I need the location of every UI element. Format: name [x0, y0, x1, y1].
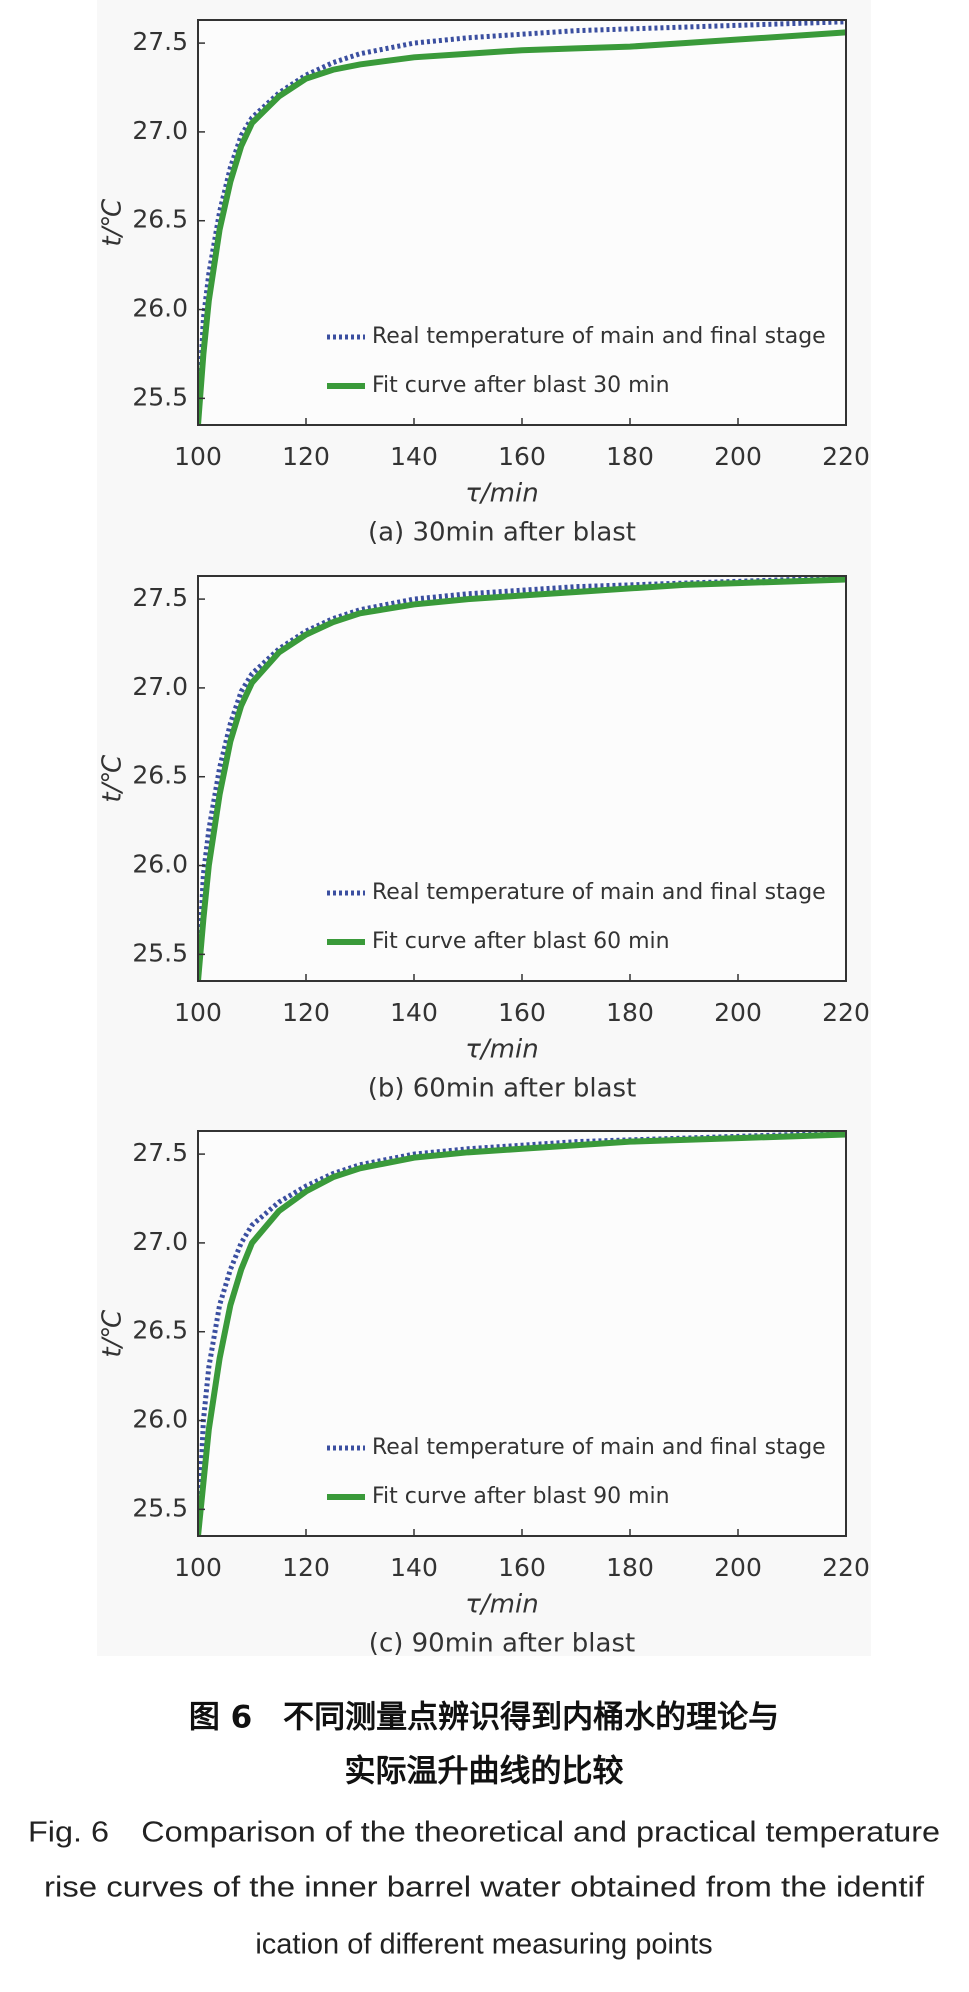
x-tick-label: 140: [390, 1553, 438, 1582]
x-tick-label: 180: [606, 1553, 654, 1582]
x-tick-label: 120: [282, 1553, 330, 1582]
plot-area: [198, 20, 846, 425]
y-tick-label: 26.0: [132, 850, 188, 879]
chart: Real temperature of main and final stage…: [98, 19, 870, 548]
y-tick-label: 25.5: [132, 938, 188, 967]
x-tick-label: 180: [606, 998, 654, 1027]
x-tick-label: 140: [390, 998, 438, 1027]
legend-label: Real temperature of main and final stage: [372, 324, 826, 349]
y-tick-label: 26.0: [132, 1405, 188, 1434]
y-tick-label: 27.0: [132, 116, 188, 145]
y-tick-label: 27.5: [132, 583, 188, 612]
x-tick-label: 100: [174, 442, 222, 471]
legend-label: Fit curve after blast 60 min: [372, 929, 670, 954]
y-tick-label: 26.5: [132, 1316, 188, 1345]
y-tick-label: 26.5: [132, 761, 188, 790]
x-axis-label: τ/min: [465, 1590, 538, 1620]
chart-caption: (b) 60min after blast: [368, 1074, 637, 1104]
x-tick-label: 200: [714, 998, 762, 1027]
x-axis-label: τ/min: [465, 1035, 538, 1065]
plot-area: [198, 576, 846, 981]
series-line: [198, 1131, 846, 1536]
x-tick-label: 180: [606, 442, 654, 471]
y-axis-label: t/℃: [98, 754, 128, 802]
caption-en: ication of different measuring points: [255, 1929, 712, 1961]
x-tick-label: 220: [822, 442, 870, 471]
x-tick-label: 120: [282, 442, 330, 471]
caption-en: Fig. 6 Comparison of the theoretical and…: [28, 1817, 940, 1849]
y-tick-label: 25.5: [132, 1493, 188, 1522]
chart: Real temperature of main and final stage…: [98, 575, 870, 1104]
x-tick-label: 160: [498, 442, 546, 471]
x-tick-label: 120: [282, 998, 330, 1027]
caption-en: rise curves of the inner barrel water ob…: [44, 1872, 925, 1904]
legend-label: Fit curve after blast 90 min: [372, 1484, 670, 1509]
caption-zh: 实际温升曲线的比较: [345, 1754, 624, 1790]
chart-caption: (a) 30min after blast: [368, 518, 636, 548]
y-tick-label: 25.5: [132, 382, 188, 411]
x-tick-label: 200: [714, 1553, 762, 1582]
x-axis-label: τ/min: [465, 479, 538, 509]
x-tick-label: 200: [714, 442, 762, 471]
y-tick-label: 26.0: [132, 294, 188, 323]
chart-caption: (c) 90min after blast: [369, 1629, 635, 1659]
y-axis-label: t/℃: [98, 1309, 128, 1357]
x-tick-label: 160: [498, 998, 546, 1027]
x-tick-label: 160: [498, 1553, 546, 1582]
series-line: [198, 20, 846, 425]
x-tick-label: 220: [822, 1553, 870, 1582]
x-tick-label: 140: [390, 442, 438, 471]
x-tick-label: 100: [174, 998, 222, 1027]
y-tick-label: 27.0: [132, 672, 188, 701]
series-line: [198, 576, 846, 981]
x-tick-label: 220: [822, 998, 870, 1027]
x-tick-label: 100: [174, 1553, 222, 1582]
legend-label: Real temperature of main and final stage: [372, 880, 826, 905]
caption-zh: 图 6 不同测量点辨识得到内桶水的理论与: [189, 1700, 779, 1736]
chart: Real temperature of main and final stage…: [98, 1130, 870, 1659]
y-axis-label: t/℃: [98, 198, 128, 246]
legend-label: Fit curve after blast 30 min: [372, 373, 670, 398]
series-line: [198, 29, 846, 425]
legend-label: Real temperature of main and final stage: [372, 1435, 826, 1460]
plot-area: [198, 1131, 846, 1536]
y-tick-label: 27.5: [132, 1138, 188, 1167]
y-tick-label: 27.0: [132, 1227, 188, 1256]
y-tick-label: 27.5: [132, 27, 188, 56]
y-tick-label: 26.5: [132, 205, 188, 234]
